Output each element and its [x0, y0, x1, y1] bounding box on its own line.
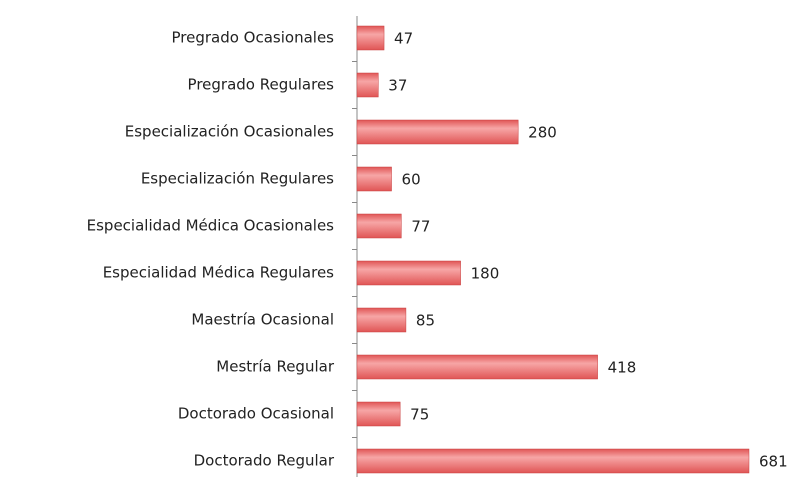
value-label: 77: [411, 218, 430, 236]
bar: [356, 213, 402, 239]
bar: [356, 401, 401, 427]
category-label: Doctorado Regular: [194, 452, 335, 470]
value-label: 47: [394, 30, 413, 48]
bar: [356, 166, 392, 192]
category-label: Especialización Regulares: [141, 170, 334, 188]
bar: [356, 72, 379, 98]
bar: [356, 448, 750, 474]
value-label: 418: [608, 359, 637, 377]
category-label: Maestría Ocasional: [191, 311, 334, 329]
category-label: Especialización Ocasionales: [125, 123, 334, 141]
category-label: Mestría Regular: [216, 358, 335, 376]
category-label: Especialidad Médica Regulares: [103, 264, 334, 282]
bar: [356, 119, 519, 145]
category-label: Pregrado Ocasionales: [171, 29, 334, 47]
value-label: 60: [402, 171, 421, 189]
category-label: Especialidad Médica Ocasionales: [87, 217, 335, 235]
bar: [356, 260, 461, 286]
bar: [356, 307, 407, 333]
category-label: Pregrado Regulares: [188, 76, 335, 94]
value-label: 85: [416, 312, 435, 330]
value-label: 75: [410, 406, 429, 424]
value-label: 681: [759, 453, 788, 471]
value-label: 280: [528, 124, 557, 142]
category-label: Doctorado Ocasional: [178, 405, 334, 423]
bar: [356, 354, 598, 380]
bar: [356, 25, 385, 51]
value-label: 37: [388, 77, 407, 95]
value-label: 180: [471, 265, 500, 283]
